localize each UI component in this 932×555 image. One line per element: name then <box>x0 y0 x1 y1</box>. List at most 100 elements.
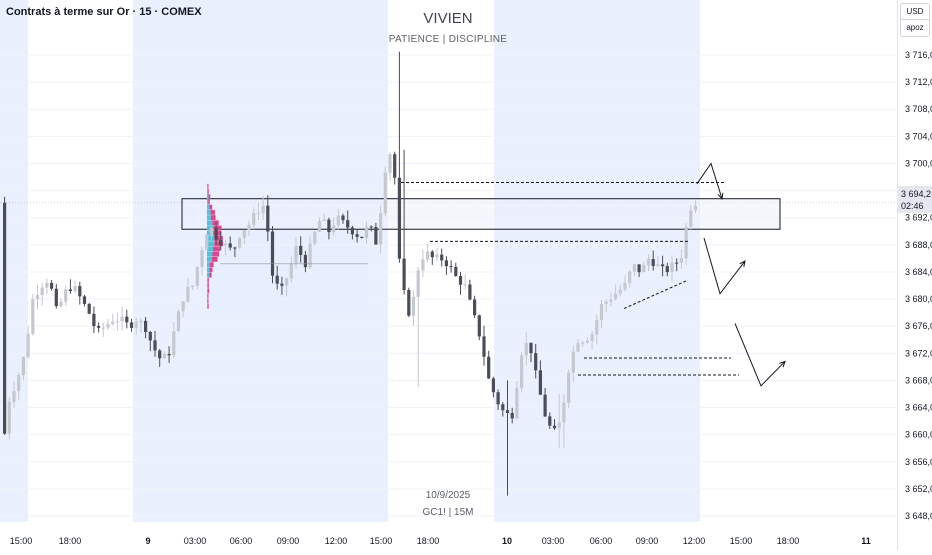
candle-up <box>17 375 21 392</box>
candle-down <box>87 303 91 314</box>
candle-down <box>661 264 665 267</box>
candle-up <box>411 297 416 316</box>
candle-down <box>360 236 364 238</box>
candle-down <box>214 227 218 240</box>
price-tick-label: 3 712,0 <box>905 77 932 87</box>
candle-down <box>510 412 514 419</box>
candle-up <box>313 231 317 244</box>
price-tick-label: 3 660,0 <box>905 430 932 440</box>
candle-up <box>426 251 430 260</box>
price-axis[interactable]: 3 716,03 712,03 708,03 704,03 700,03 696… <box>897 0 932 550</box>
candle-up <box>317 221 322 232</box>
candle-down <box>482 336 486 357</box>
candle-down <box>440 254 444 261</box>
candle-down <box>54 288 58 307</box>
profile-bar-up <box>207 220 213 226</box>
candle-down <box>534 353 538 371</box>
time-tick-label: 06:00 <box>230 536 253 546</box>
candle-down <box>355 234 359 237</box>
currency-label: USD <box>906 7 924 16</box>
profile-bar-down <box>214 241 224 247</box>
candle-up <box>383 172 387 214</box>
profile-bar-down <box>207 304 209 309</box>
unit-label: apoz <box>901 19 929 35</box>
candle-down <box>393 154 397 178</box>
candle-up <box>689 210 693 227</box>
profile-bar-up <box>207 277 208 283</box>
watermark-symbol: GC1! | 15M <box>422 507 474 518</box>
candle-up <box>111 321 115 324</box>
candle-down <box>369 226 373 228</box>
profile-bar-up <box>207 183 208 189</box>
annotations <box>220 181 739 376</box>
candle-down <box>543 394 547 417</box>
candle-down <box>158 350 162 359</box>
price-tick-label: 3 648,0 <box>905 511 932 521</box>
profile-bar-up <box>207 262 211 268</box>
candle-up <box>176 311 181 332</box>
time-tick-label: 03:00 <box>184 536 207 546</box>
bar-countdown: 02:46 <box>901 201 924 211</box>
time-axis: 15:00 18:00 9 03:00 06:00 09:00 12:00 15:00 18:0… <box>0 526 896 550</box>
profile-bar-down <box>207 189 209 194</box>
candle-down <box>548 416 552 426</box>
candle-up <box>7 401 11 434</box>
candle-down <box>92 313 96 327</box>
candle-down <box>675 262 679 264</box>
candle-down <box>454 266 458 276</box>
price-tick-label: 3 692,0 <box>905 213 932 223</box>
candle-down <box>346 220 350 228</box>
candle-down <box>529 342 533 354</box>
profile-bar-up <box>207 246 213 252</box>
candle-down <box>153 340 157 351</box>
candle-up <box>73 286 77 292</box>
candle-down <box>468 284 472 300</box>
candle-up <box>200 250 204 267</box>
candle-down <box>228 243 232 248</box>
candle-down <box>327 219 331 233</box>
currency-unit-box[interactable]: USD apoz <box>900 3 930 37</box>
candle-down <box>167 353 171 356</box>
profile-bar-up <box>207 288 208 294</box>
candle-down <box>275 275 279 284</box>
time-tick-label: 09:00 <box>277 536 300 546</box>
profile-bar-up <box>207 267 210 273</box>
candle-up <box>120 316 124 322</box>
candle-up <box>12 391 16 402</box>
current-price-value: 3 694,2 <box>901 189 932 199</box>
candle-up <box>31 299 35 334</box>
time-tick-label: 18:00 <box>417 536 440 546</box>
candle-down <box>68 289 72 292</box>
candle-up <box>181 301 185 312</box>
time-tick-label: 15:00 <box>370 536 393 546</box>
candle-up <box>604 301 608 304</box>
candle-up <box>242 229 246 238</box>
candle-down <box>374 227 378 245</box>
candle-up <box>618 289 622 294</box>
candle-up <box>416 270 420 298</box>
candle-down <box>299 245 303 255</box>
profile-bar-down <box>207 183 209 189</box>
profile-bar-up <box>207 209 211 215</box>
candle-down <box>487 356 491 379</box>
candle-up <box>585 340 589 343</box>
candlesticks <box>3 51 698 496</box>
price-tick-label: 3 672,0 <box>905 348 932 358</box>
candle-up <box>557 422 561 429</box>
candle-up <box>567 372 571 403</box>
profile-bar-up <box>207 189 208 194</box>
candle-up <box>172 331 176 356</box>
time-tick-label: 11 <box>861 536 871 546</box>
profile-bar-down <box>207 293 209 299</box>
profile-bar-up <box>207 236 215 241</box>
price-tick-label: 3 668,0 <box>905 375 932 385</box>
candle-up <box>59 301 63 307</box>
trend-line-dashed <box>623 279 689 310</box>
candle-down <box>82 296 87 304</box>
candle-up <box>256 212 260 214</box>
candle-down <box>651 259 655 266</box>
candle-down <box>449 266 453 268</box>
profile-bar-down <box>207 283 209 288</box>
candle-down <box>148 331 152 341</box>
